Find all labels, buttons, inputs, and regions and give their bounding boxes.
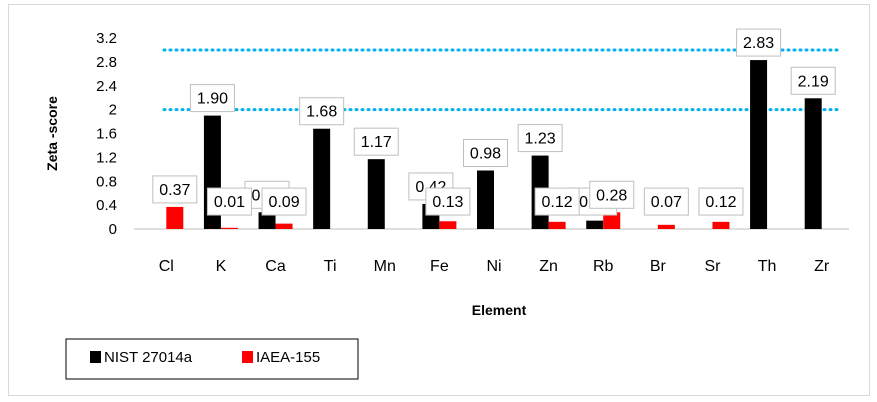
y-tick-label: 3.2 bbox=[96, 30, 117, 47]
data-label-box bbox=[206, 187, 252, 216]
category-label: Zn bbox=[539, 258, 558, 275]
data-label: 2.83 bbox=[736, 28, 782, 57]
data-label-box bbox=[698, 187, 744, 216]
data-label-text: 0.07 bbox=[651, 194, 682, 211]
data-label: 0.13 bbox=[425, 187, 471, 216]
data-label-box bbox=[736, 28, 782, 57]
data-label-box bbox=[790, 66, 836, 95]
bar bbox=[586, 220, 604, 229]
bar bbox=[712, 221, 730, 229]
data-label-box bbox=[299, 97, 345, 126]
category-label: Cl bbox=[159, 258, 174, 275]
data-label: 2.19 bbox=[790, 66, 836, 95]
y-tick-label: 2 bbox=[109, 102, 117, 119]
legend: NIST 27014a IAEA-155 bbox=[65, 338, 359, 380]
y-tick-label: 0 bbox=[109, 221, 117, 238]
bar bbox=[258, 212, 276, 229]
data-label-text: 0.12 bbox=[542, 194, 573, 211]
data-label-text: 0.28 bbox=[596, 187, 627, 204]
data-label-box bbox=[353, 127, 399, 156]
legend-label-iaea: IAEA-155 bbox=[256, 349, 320, 366]
y-tick-label: 1.2 bbox=[96, 149, 117, 166]
bars bbox=[166, 60, 822, 229]
y-tick-label: 0.8 bbox=[96, 173, 117, 190]
category-label: K bbox=[216, 258, 227, 275]
data-label-box bbox=[261, 187, 307, 216]
data-label: 0.01 bbox=[206, 187, 252, 216]
legend-swatch-iaea bbox=[242, 351, 253, 363]
data-label-text: 1.90 bbox=[197, 91, 228, 108]
bar bbox=[548, 221, 566, 229]
y-axis-title: Zeta -score bbox=[44, 96, 60, 171]
legend-swatch-nist bbox=[90, 351, 101, 363]
legend-label-nist: NIST 27014a bbox=[104, 349, 193, 366]
category-label: Sr bbox=[704, 258, 721, 275]
category-label: Fe bbox=[430, 258, 449, 275]
zeta-score-chart: 0 0.4 0.8 1.2 1.6 2 2.4 2.8 3.2 1.90 0.28 1.68 1.17… bbox=[44, 28, 849, 380]
data-labels: 1.900.281.681.170.420.981.230.142.832.19… bbox=[152, 28, 836, 216]
category-label: Ni bbox=[486, 258, 501, 275]
data-label: 0.09 bbox=[261, 187, 307, 216]
data-label-box bbox=[534, 187, 580, 216]
reference-lines bbox=[162, 48, 841, 112]
y-tick-label: 0.4 bbox=[96, 197, 117, 214]
data-label-box bbox=[643, 187, 689, 216]
bar bbox=[275, 223, 293, 229]
data-label-text: 0.37 bbox=[159, 182, 190, 199]
data-label-text: 1.23 bbox=[525, 131, 556, 148]
y-tick-label: 2.4 bbox=[96, 78, 117, 95]
y-tick-label: 1.6 bbox=[96, 126, 117, 143]
data-label-box bbox=[463, 139, 508, 168]
data-label: 0.12 bbox=[534, 187, 580, 216]
bar bbox=[603, 212, 621, 229]
data-label: 1.90 bbox=[189, 84, 235, 113]
data-label: 1.23 bbox=[517, 124, 563, 153]
category-label: Ti bbox=[324, 258, 337, 275]
data-label: 0.98 bbox=[463, 139, 508, 168]
data-label-box bbox=[425, 187, 471, 216]
bar bbox=[166, 206, 184, 229]
bar bbox=[804, 98, 822, 229]
category-label: Ca bbox=[265, 258, 286, 275]
data-label-text: 2.19 bbox=[798, 73, 829, 90]
data-label-text: 1.17 bbox=[361, 134, 392, 151]
category-label: Rb bbox=[593, 258, 614, 275]
bar bbox=[750, 60, 768, 229]
data-label: 0.37 bbox=[152, 175, 198, 204]
data-label-text: 2.83 bbox=[743, 35, 774, 52]
bar bbox=[477, 170, 494, 229]
legend-box bbox=[65, 338, 359, 380]
category-label: Th bbox=[758, 258, 777, 275]
data-label-box bbox=[517, 124, 563, 153]
data-label-box bbox=[189, 84, 235, 113]
data-label: 0.07 bbox=[643, 187, 689, 216]
data-label-text: 0.09 bbox=[268, 194, 299, 211]
data-label-text: 1.68 bbox=[306, 104, 337, 121]
data-label: 0.28 bbox=[589, 180, 635, 209]
x-axis-title: Element bbox=[472, 302, 527, 318]
bar bbox=[657, 224, 675, 229]
data-label: 0.12 bbox=[698, 187, 744, 216]
data-label-text: 0.13 bbox=[432, 194, 463, 211]
data-label-box bbox=[152, 175, 198, 204]
y-axis-ticks: 0 0.4 0.8 1.2 1.6 2 2.4 2.8 3.2 bbox=[96, 30, 117, 238]
bar bbox=[439, 221, 457, 229]
chart-frame: 0 0.4 0.8 1.2 1.6 2 2.4 2.8 3.2 1.90 0.28 1.68 1.17… bbox=[8, 4, 870, 396]
y-tick-label: 2.8 bbox=[96, 54, 117, 71]
category-labels: Cl K Ca Ti Mn Fe Ni Zn Rb Br Sr Th Zr bbox=[159, 258, 830, 275]
category-label: Mn bbox=[374, 258, 396, 275]
bar bbox=[367, 159, 385, 229]
bar bbox=[220, 227, 238, 229]
bar bbox=[313, 128, 331, 229]
category-label: Br bbox=[650, 258, 667, 275]
data-label-text: 0.98 bbox=[470, 146, 501, 163]
data-label: 1.17 bbox=[353, 127, 399, 156]
data-label-text: 0.12 bbox=[705, 194, 736, 211]
data-label-box bbox=[589, 180, 635, 209]
category-label: Zr bbox=[814, 258, 830, 275]
data-label-text: 0.01 bbox=[214, 194, 245, 211]
data-label: 1.68 bbox=[299, 97, 345, 126]
